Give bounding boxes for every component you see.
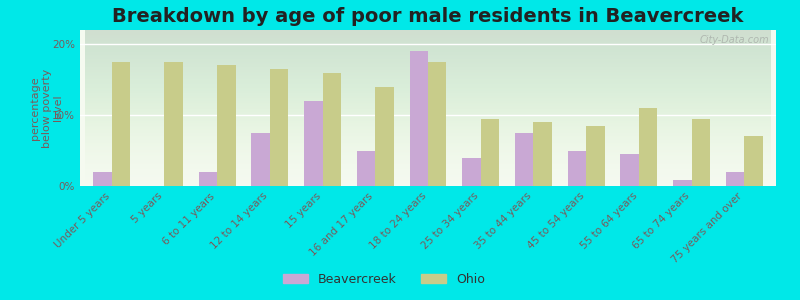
Bar (322, 73, 341, 186)
Bar (621, 154, 639, 186)
Bar (515, 133, 534, 186)
Bar (164, 62, 183, 186)
Bar (692, 118, 710, 186)
Bar (726, 172, 744, 186)
Bar (481, 118, 499, 186)
Bar (217, 65, 235, 186)
Bar (462, 158, 481, 186)
Legend: Beavercreek, Ohio: Beavercreek, Ohio (278, 268, 490, 291)
Bar (639, 108, 658, 186)
Bar (568, 151, 586, 186)
Bar (357, 151, 375, 186)
Bar (410, 51, 428, 186)
Bar (270, 69, 288, 186)
Bar (375, 87, 394, 186)
Bar (251, 133, 270, 186)
Text: City-Data.com: City-Data.com (699, 35, 769, 45)
Bar (198, 172, 217, 186)
Bar (428, 62, 446, 186)
Bar (586, 126, 605, 186)
Y-axis label: percentage
below poverty
level: percentage below poverty level (30, 68, 63, 148)
Title: Breakdown by age of poor male residents in Beavercreek: Breakdown by age of poor male residents … (112, 7, 744, 26)
Bar (112, 62, 130, 186)
Bar (304, 101, 322, 186)
Bar (744, 136, 763, 186)
Bar (534, 122, 552, 186)
Bar (93, 172, 112, 186)
Bar (673, 180, 692, 186)
